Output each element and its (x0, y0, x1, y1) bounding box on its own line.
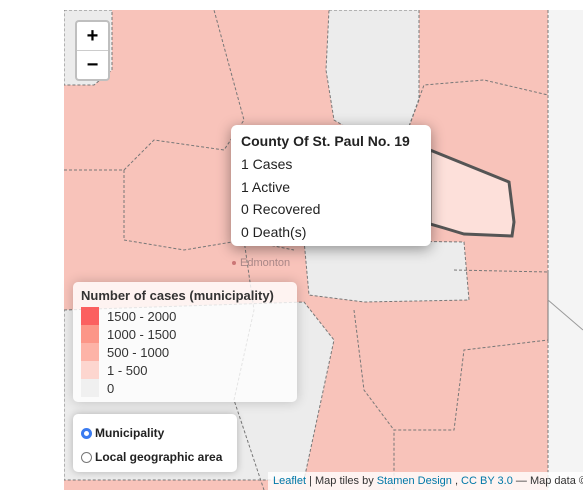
popup-line: 1 Active (241, 178, 291, 195)
legend-label: 500 - 1000 (107, 344, 170, 360)
city-label: Edmonton (240, 257, 290, 269)
popup-lines: 1 Cases 1 Active 0 Recovered 0 Death(s) (241, 153, 421, 243)
legend-label: 1 - 500 (107, 362, 148, 378)
legend-label: 1500 - 2000 (107, 308, 177, 324)
layer-option[interactable]: Local geographic area (81, 446, 229, 468)
legend-swatch (81, 307, 99, 325)
attribution-link[interactable]: CC BY 3.0 (461, 475, 513, 487)
layer-label: Municipality (95, 426, 165, 440)
legend-swatch (81, 361, 99, 379)
legend-item: 500 - 1000 (81, 343, 289, 361)
city-marker (232, 261, 236, 265)
zoom-in[interactable]: + (86, 25, 99, 47)
legend-swatch (81, 325, 99, 343)
legend-item: 1 - 500 (81, 361, 289, 379)
region (548, 10, 583, 490)
attribution-link[interactable]: Stamen Design (376, 475, 452, 487)
legend-label: 0 (107, 380, 115, 396)
attribution-link[interactable]: Leaflet (273, 475, 307, 487)
radio-button[interactable] (81, 427, 92, 439)
legend-title: Number of cases (municipality) (81, 288, 274, 303)
popup-line: 0 Recovered (241, 201, 321, 217)
layer-control: Municipality Local geographic area (73, 414, 237, 472)
zoom-out[interactable]: − (77, 50, 108, 79)
selected-region[interactable] (428, 147, 516, 238)
legend-item: 1000 - 1500 (81, 325, 289, 343)
attribution-text: | Map tiles by (309, 475, 374, 487)
layer-label: Local geographic area (95, 450, 223, 464)
legend-items: 1500 - 2000 1000 - 1500 500 - 1000 1 - 500 0 (81, 307, 289, 397)
legend: Number of cases (municipality) 1500 - 20… (73, 282, 297, 402)
radio-button[interactable] (81, 451, 92, 463)
legend-swatch (81, 343, 99, 361)
popup-line: 1 Cases (241, 156, 293, 172)
legend-swatch (81, 379, 99, 397)
popup-line: 0 Death(s) (241, 223, 307, 240)
zoom-control: + − (75, 20, 110, 81)
popup: County Of St. Paul No. 19 1 Cases 1 Activ… (231, 125, 431, 246)
attribution: Leaflet | Map tiles by Stamen Design , CC … (268, 472, 583, 490)
attribution-text: , (454, 475, 459, 487)
legend-item: 1500 - 2000 (81, 307, 289, 325)
region (325, 10, 420, 141)
legend-item: 0 (81, 379, 289, 397)
region (303, 239, 470, 303)
popup-title: County Of St. Paul No. 19 (241, 133, 410, 149)
attribution-text: — Map data © (515, 475, 583, 487)
layer-option[interactable]: Municipality (81, 422, 229, 444)
legend-label: 1000 - 1500 (107, 326, 177, 342)
